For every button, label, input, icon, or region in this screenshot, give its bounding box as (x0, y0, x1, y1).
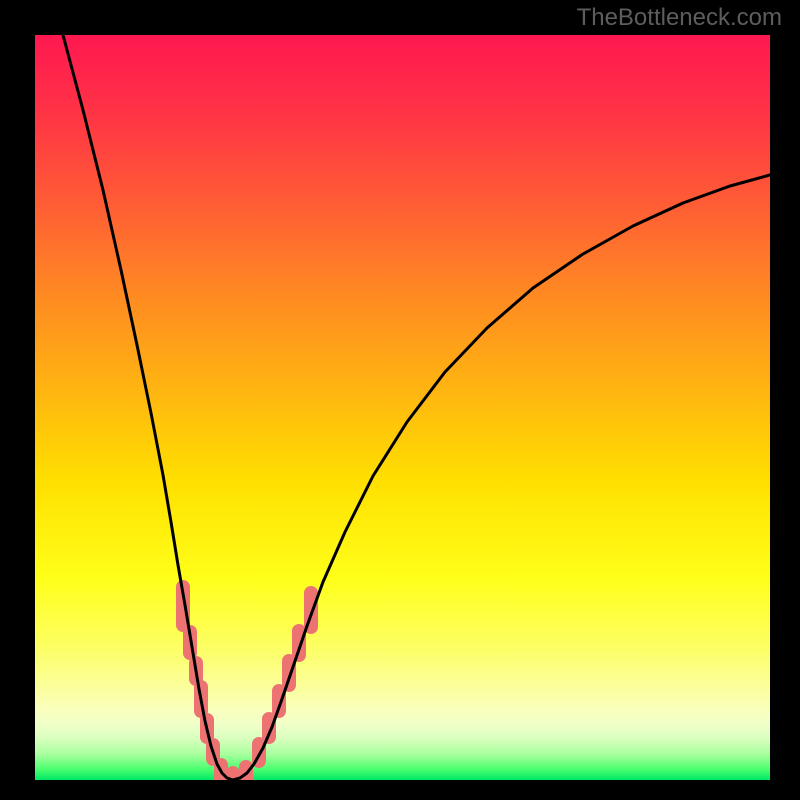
left-branch-curve (63, 35, 233, 780)
plot-area (35, 35, 770, 780)
watermark-text: TheBottleneck.com (577, 4, 782, 32)
curve-layer (35, 35, 770, 780)
chart-frame: TheBottleneck.com (0, 0, 800, 800)
right-branch-curve (233, 175, 770, 780)
